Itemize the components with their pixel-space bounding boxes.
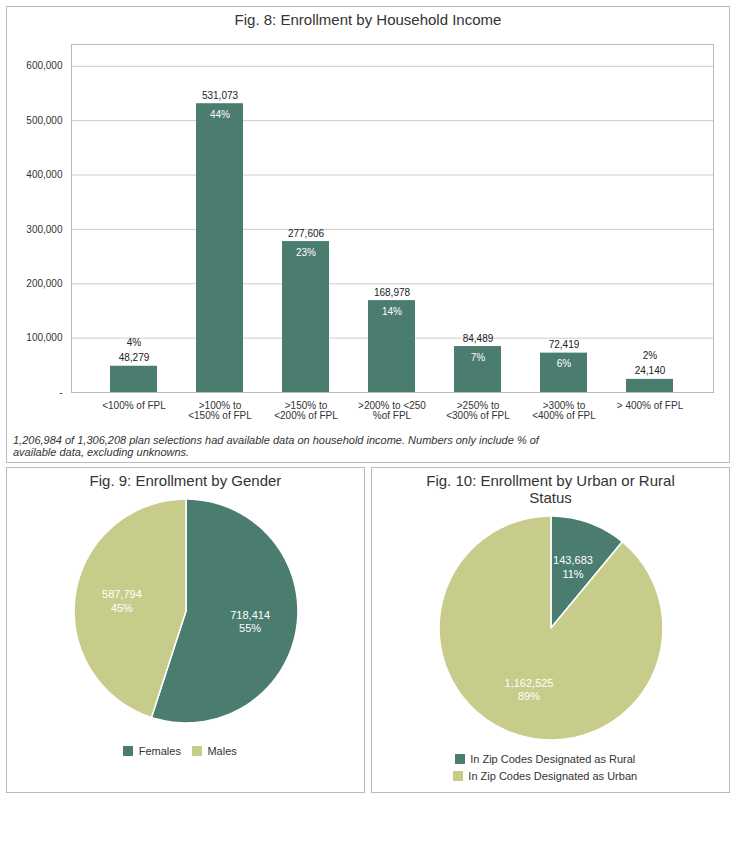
html-text:1,206,984 of 1,306,208 plan se: 1,206,984 of 1,306,208 plan selections h… <box>13 434 539 458</box>
svg-text:72,419: 72,419 <box>549 339 580 350</box>
svg-text:168,978: 168,978 <box>374 287 411 298</box>
svg-text:143,68311%: 143,68311% <box>553 554 593 580</box>
svg-text:400,000: 400,000 <box>26 169 63 180</box>
svg-text:>300% to<400% of FPL: >300% to<400% of FPL <box>532 400 596 421</box>
svg-text:7%: 7% <box>471 352 486 363</box>
svg-text:>250% to<300% of FPL: >250% to<300% of FPL <box>446 400 510 421</box>
svg-text:>200% to <250%of FPL: >200% to <250%of FPL <box>358 400 426 421</box>
svg-text:23%: 23% <box>296 247 316 258</box>
svg-text:4%: 4% <box>127 337 142 348</box>
svg-text:277,606: 277,606 <box>288 228 325 239</box>
svg-text:500,000: 500,000 <box>26 115 63 126</box>
svg-text:-: - <box>59 387 62 398</box>
svg-text:300,000: 300,000 <box>26 224 63 235</box>
svg-text:2%: 2% <box>643 350 658 361</box>
svg-text:<100% of FPL: <100% of FPL <box>102 400 166 411</box>
svg-text:84,489: 84,489 <box>463 333 494 344</box>
svg-text:531,073: 531,073 <box>202 90 239 101</box>
svg-text:> 400% of FPL: > 400% of FPL <box>617 400 684 411</box>
svg-text:48,279: 48,279 <box>119 352 150 363</box>
html-text:Fig. 9: Enrollment by Gender: Fig. 9: Enrollment by Gender <box>89 472 282 489</box>
svg-text:>150% to<200% of FPL: >150% to<200% of FPL <box>274 400 338 421</box>
svg-text:1,162,52589%: 1,162,52589% <box>505 677 554 703</box>
svg-text:44%: 44% <box>210 109 230 120</box>
html-text:Fig. 8: Enrollment by Househol: Fig. 8: Enrollment by Household Income <box>234 11 502 28</box>
svg-text:600,000: 600,000 <box>26 60 63 71</box>
html-text:Males: Males <box>207 744 237 757</box>
svg-text:718,41455%: 718,41455% <box>230 609 270 635</box>
svg-text:6%: 6% <box>557 358 572 369</box>
html-text:Females: Females <box>138 744 181 757</box>
html-text:In Zip Codes Designated as Urb: In Zip Codes Designated as Urban <box>468 769 638 782</box>
svg-text:100,000: 100,000 <box>26 332 63 343</box>
html-text:In Zip Codes Designated as Rur: In Zip Codes Designated as Rural <box>470 753 636 766</box>
svg-text:587,79445%: 587,79445% <box>102 588 142 614</box>
svg-text:14%: 14% <box>382 306 402 317</box>
svg-text:200,000: 200,000 <box>26 278 63 289</box>
html-text:Fig. 10: Enrollment by Urban o: Fig. 10: Enrollment by Urban or Rural St… <box>426 472 675 506</box>
svg-text:>100% to<150% of FPL: >100% to<150% of FPL <box>188 400 252 421</box>
svg-text:24,140: 24,140 <box>635 365 666 376</box>
